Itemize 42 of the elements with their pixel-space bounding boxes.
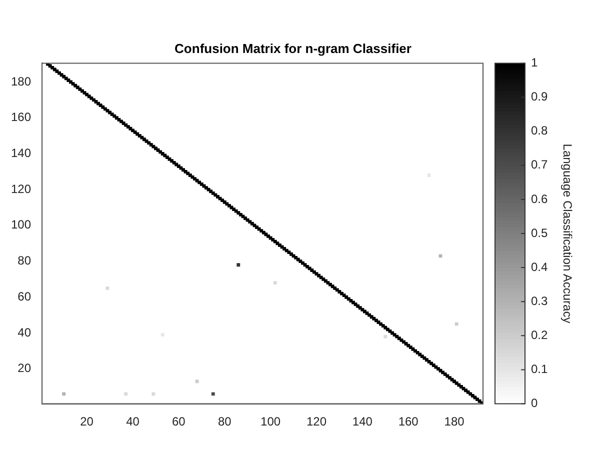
x-tick-label: 20 [80, 414, 94, 428]
color-bar-label: 0.1 [531, 362, 548, 376]
point [106, 286, 110, 290]
y-tick-label: 40 [18, 325, 32, 340]
color-bar-label: 0.6 [531, 192, 548, 206]
point [236, 263, 240, 267]
x-tick-label: 80 [218, 414, 232, 428]
y-tick-label: 20 [18, 361, 32, 376]
point [62, 392, 66, 396]
y-tick-label: 120 [10, 182, 32, 196]
color-bar-label: 0.7 [531, 158, 548, 172]
color-bar-label: 0.9 [531, 90, 548, 104]
color-bar-label: 0 [531, 396, 538, 410]
color-bar-label: 0.3 [531, 294, 548, 308]
color-bar-label: 0.8 [531, 124, 548, 138]
y-tick-label: 100 [10, 218, 32, 232]
x-tick-label: 140 [352, 414, 373, 428]
point [384, 334, 388, 338]
color-bar-label: 0.4 [531, 260, 548, 274]
x-tick-label: 180 [444, 414, 465, 428]
x-tick-label: 60 [172, 414, 186, 428]
y-tick-label: 60 [18, 289, 32, 304]
color-bar-title: Language Classification Accuracy [560, 144, 574, 324]
point [152, 392, 156, 396]
point [195, 380, 199, 384]
point [273, 281, 277, 285]
x-tick-label: 120 [306, 414, 327, 428]
color-bar-label: 1 [531, 56, 538, 70]
point [438, 254, 442, 258]
color-bar-label: 0.5 [531, 226, 548, 240]
color-bar-label: 0.2 [531, 328, 548, 342]
x-tick-label: 160 [398, 414, 419, 428]
chart-title: Confusion Matrix for n-gram Classifier [174, 40, 412, 56]
y-tick-label: 80 [18, 254, 32, 268]
y-tick-label: 160 [10, 110, 32, 124]
x-tick-label: 100 [260, 414, 281, 428]
x-tick-label: 40 [126, 414, 140, 428]
y-tick-label: 140 [10, 146, 32, 160]
point [454, 322, 458, 326]
point [124, 392, 128, 396]
y-tick-label: 180 [10, 74, 32, 88]
point [211, 392, 215, 396]
